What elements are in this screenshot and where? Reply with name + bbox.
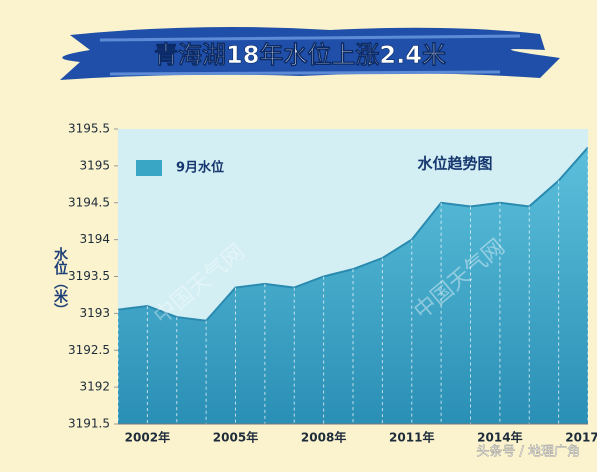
title-banner <box>60 26 560 80</box>
footer: 头条号 / 地理广角 <box>476 444 580 460</box>
y-tick-label: 3193.5 <box>68 269 110 283</box>
x-tick-label: 2002年 <box>125 430 170 445</box>
y-tick-label: 3193 <box>79 306 110 320</box>
legend-label: 9月水位 <box>176 160 224 176</box>
y-tick-label: 3195 <box>79 158 110 172</box>
x-tick-label: 2008年 <box>301 430 346 445</box>
x-tick-label: 2014年 <box>477 430 522 445</box>
y-tick-label: 3195.5 <box>68 122 110 136</box>
y-tick-label: 3194.5 <box>68 195 110 209</box>
y-tick-label: 3194 <box>79 232 110 246</box>
annotation: 水位趋势图 <box>417 155 492 173</box>
x-tick-label: 2011年 <box>389 430 434 445</box>
y-tick-label: 3191.5 <box>68 417 110 431</box>
x-tick-label: 2017年 <box>565 430 597 445</box>
x-tick-label: 2005年 <box>213 430 258 445</box>
chart-title: 青海湖18年水位上涨2.4米 <box>154 41 446 69</box>
y-axis-label: 水位（米） <box>52 246 69 317</box>
y-tick-label: 3192.5 <box>68 343 110 357</box>
legend-swatch <box>136 160 162 176</box>
y-tick-label: 3192 <box>79 380 110 394</box>
